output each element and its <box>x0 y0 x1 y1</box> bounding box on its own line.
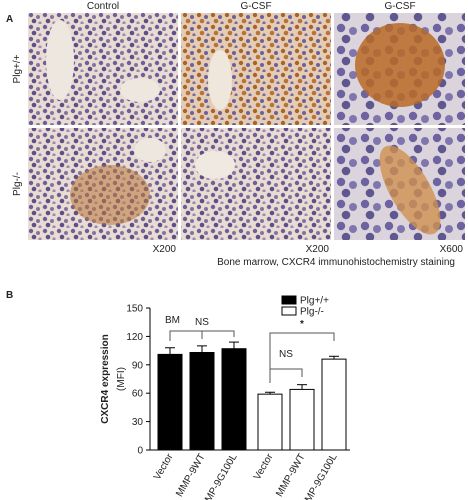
bar <box>157 353 183 451</box>
y-tick-label: 60 <box>132 389 144 400</box>
annotation: NS <box>195 317 209 328</box>
panel-label: A <box>6 14 13 25</box>
bracket <box>269 368 303 383</box>
magnification: X200 <box>306 244 330 255</box>
bar <box>257 393 283 451</box>
bar <box>189 351 215 451</box>
row-label: Plg+/+ <box>12 54 23 83</box>
micrograph-detail <box>355 23 445 107</box>
annotation: NS <box>279 349 293 360</box>
x-tick-label: Vector <box>252 451 276 482</box>
micrograph-detail <box>208 50 232 110</box>
magnification: X600 <box>440 244 464 255</box>
legend-swatch <box>281 306 297 316</box>
column-header: G-CSF <box>240 1 271 12</box>
micrograph-detail <box>379 145 441 235</box>
bar <box>221 348 247 451</box>
x-tick-label: MMP-9WT <box>174 452 207 499</box>
column-header: Control <box>87 1 119 12</box>
micrograph-detail <box>120 78 160 102</box>
y-tick-label: 120 <box>126 332 143 343</box>
y-axis-unit: (MFI) <box>116 367 127 391</box>
row-label: Plg-/- <box>12 172 23 196</box>
legend-label: Plg+/+ <box>300 296 329 307</box>
legend-label: Plg-/- <box>300 307 324 318</box>
legend-swatch <box>281 295 297 305</box>
micrographs <box>28 13 465 240</box>
magnification: X200 <box>153 244 177 255</box>
y-axis-title: CXCR4 expression <box>100 334 111 423</box>
bar <box>289 388 315 451</box>
bracket <box>269 332 335 376</box>
column-header: G-CSF <box>384 1 415 12</box>
micrograph-detail <box>195 151 235 179</box>
bar <box>321 358 347 451</box>
micrograph-detail <box>134 138 166 162</box>
caption: Bone marrow, CXCR4 immunohistochemistry … <box>217 257 455 268</box>
y-tick-label: 90 <box>132 360 144 371</box>
micrograph <box>181 13 331 125</box>
annotation: * <box>300 319 304 330</box>
micrograph-detail <box>70 165 150 225</box>
x-tick-label: Vector <box>152 451 176 482</box>
micrograph-detail <box>46 20 74 100</box>
micrograph <box>181 128 331 240</box>
x-tick-label: MMP-9WT <box>274 452 307 499</box>
y-tick-label: 30 <box>132 417 144 428</box>
panel-label: B <box>6 290 13 301</box>
annotation: BM <box>165 315 180 326</box>
y-tick-label: 0 <box>137 446 143 457</box>
y-tick-label: 150 <box>126 304 143 315</box>
